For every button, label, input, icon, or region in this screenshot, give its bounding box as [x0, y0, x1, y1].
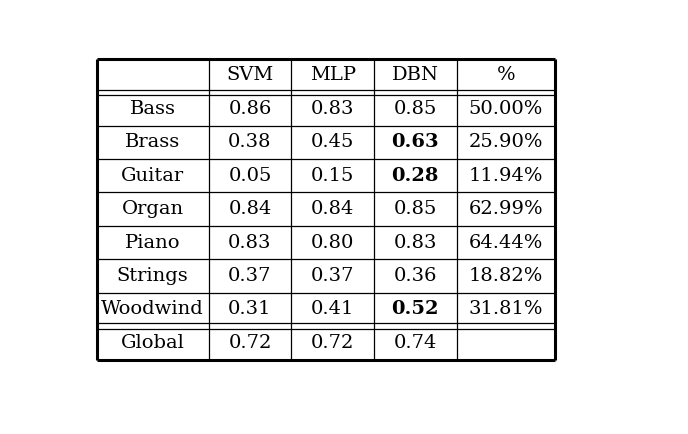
Text: MLP: MLP [310, 66, 356, 85]
Text: 0.36: 0.36 [394, 267, 437, 285]
Text: 0.15: 0.15 [311, 167, 354, 185]
Text: 0.41: 0.41 [311, 300, 354, 319]
Text: 0.83: 0.83 [311, 100, 354, 118]
Text: 25.90%: 25.90% [469, 133, 543, 151]
Text: 0.86: 0.86 [228, 100, 272, 118]
Text: Strings: Strings [117, 267, 189, 285]
Text: 62.99%: 62.99% [469, 200, 544, 218]
Text: SVM: SVM [226, 66, 274, 85]
Text: 0.84: 0.84 [311, 200, 354, 218]
Text: DBN: DBN [391, 66, 439, 85]
Text: 0.37: 0.37 [311, 267, 354, 285]
Text: Bass: Bass [129, 100, 175, 118]
Text: Woodwind: Woodwind [101, 300, 204, 319]
Text: 18.82%: 18.82% [469, 267, 543, 285]
Text: 0.45: 0.45 [311, 133, 354, 151]
Text: 64.44%: 64.44% [469, 233, 543, 252]
Text: 0.38: 0.38 [228, 133, 272, 151]
Text: 0.37: 0.37 [228, 267, 272, 285]
Text: 0.83: 0.83 [394, 233, 437, 252]
Text: 0.05: 0.05 [228, 167, 272, 185]
Text: 0.74: 0.74 [394, 334, 437, 352]
Text: 0.83: 0.83 [228, 233, 272, 252]
Text: %: % [497, 66, 515, 85]
Text: 0.28: 0.28 [391, 167, 439, 185]
Text: Brass: Brass [125, 133, 180, 151]
Text: 0.85: 0.85 [394, 100, 437, 118]
Text: 0.80: 0.80 [311, 233, 354, 252]
Text: Guitar: Guitar [121, 167, 184, 185]
Text: 0.72: 0.72 [311, 334, 354, 352]
Text: 0.52: 0.52 [391, 300, 439, 319]
Text: Global: Global [120, 334, 184, 352]
Text: 11.94%: 11.94% [469, 167, 543, 185]
Text: 0.84: 0.84 [228, 200, 272, 218]
Text: Organ: Organ [122, 200, 184, 218]
Text: 0.72: 0.72 [228, 334, 272, 352]
Text: 50.00%: 50.00% [469, 100, 543, 118]
Text: 0.85: 0.85 [394, 200, 437, 218]
Text: 0.63: 0.63 [391, 133, 439, 151]
Text: 31.81%: 31.81% [469, 300, 543, 319]
Text: Piano: Piano [125, 233, 180, 252]
Text: 0.31: 0.31 [228, 300, 272, 319]
